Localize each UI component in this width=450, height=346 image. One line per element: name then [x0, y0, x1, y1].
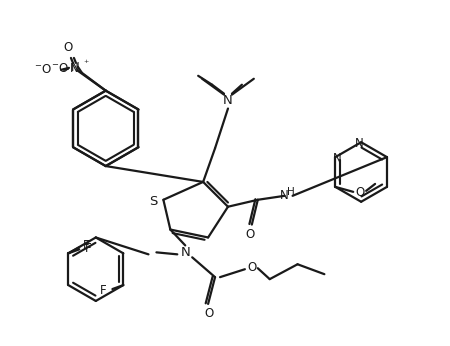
Text: O: O	[204, 307, 214, 320]
Text: N: N	[180, 246, 190, 259]
Text: N: N	[223, 94, 233, 107]
Text: $^{-}$O: $^{-}$O	[51, 62, 69, 75]
Text: N: N	[355, 137, 364, 150]
Text: N: N	[71, 61, 79, 74]
Text: N: N	[280, 189, 289, 202]
Text: $^{+}$: $^{+}$	[82, 58, 89, 67]
Text: O: O	[63, 40, 72, 54]
Text: O: O	[245, 228, 254, 241]
Text: N: N	[333, 152, 342, 165]
Text: F: F	[100, 284, 107, 297]
Text: F: F	[83, 239, 90, 252]
Text: $^{-}$O: $^{-}$O	[34, 63, 52, 76]
Text: O: O	[356, 186, 365, 199]
Text: S: S	[149, 195, 158, 208]
Text: H: H	[287, 187, 294, 197]
Text: N: N	[70, 62, 78, 75]
Text: O: O	[247, 261, 256, 274]
Text: F: F	[85, 242, 91, 255]
